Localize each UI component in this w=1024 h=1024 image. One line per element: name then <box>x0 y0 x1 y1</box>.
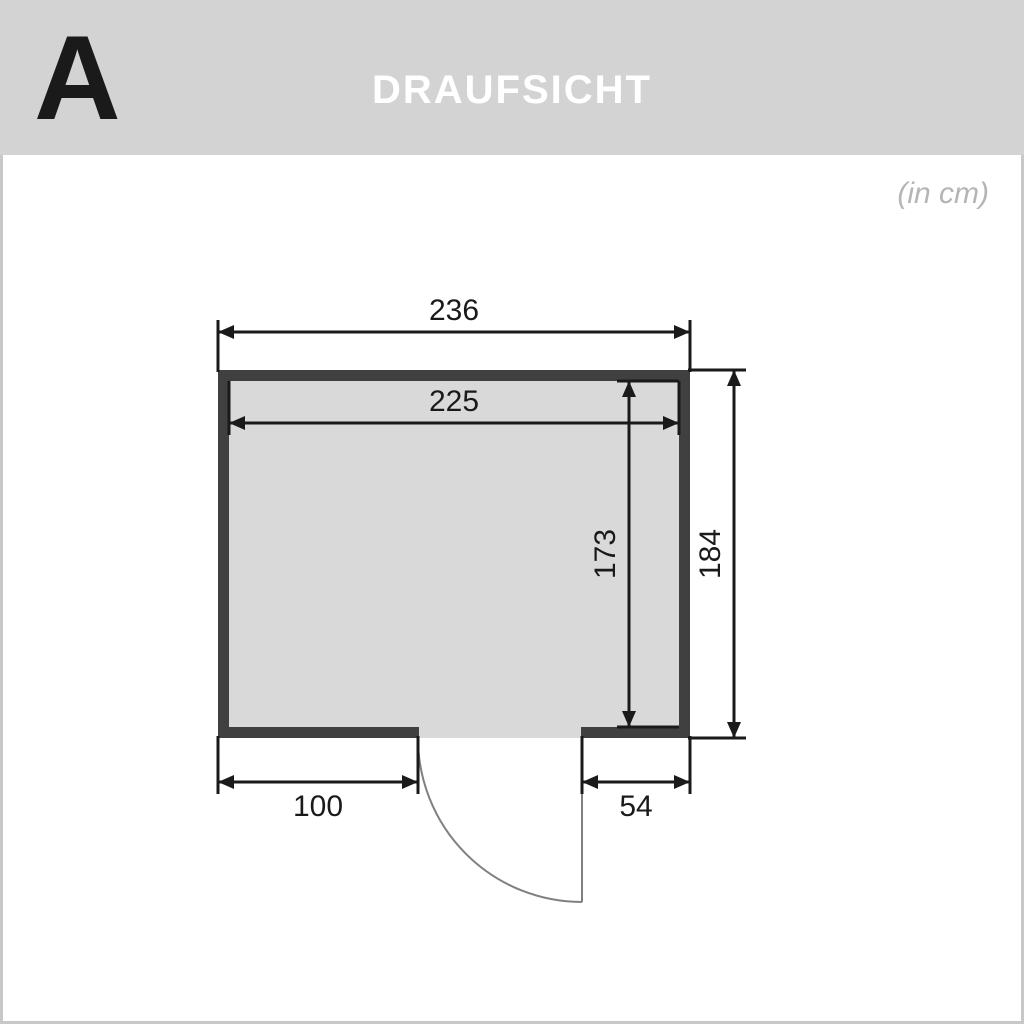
dim-outer-width: 236 <box>429 294 479 327</box>
dim-door-left: 100 <box>293 790 343 823</box>
dim-inner-height: 173 <box>589 529 622 579</box>
diagram-body: (in cm) 23622517318410054 <box>0 155 1024 1024</box>
header-bar: A DRAUFSICHT <box>0 0 1024 155</box>
dim-door-right: 54 <box>619 790 652 823</box>
dim-inner-width: 225 <box>429 385 479 418</box>
floorplan-svg: 236 225 173 184 100 54 <box>3 155 1024 1024</box>
section-title: DRAUFSICHT <box>372 68 652 113</box>
section-letter: A <box>34 18 121 138</box>
dim-outer-height: 184 <box>694 529 727 579</box>
